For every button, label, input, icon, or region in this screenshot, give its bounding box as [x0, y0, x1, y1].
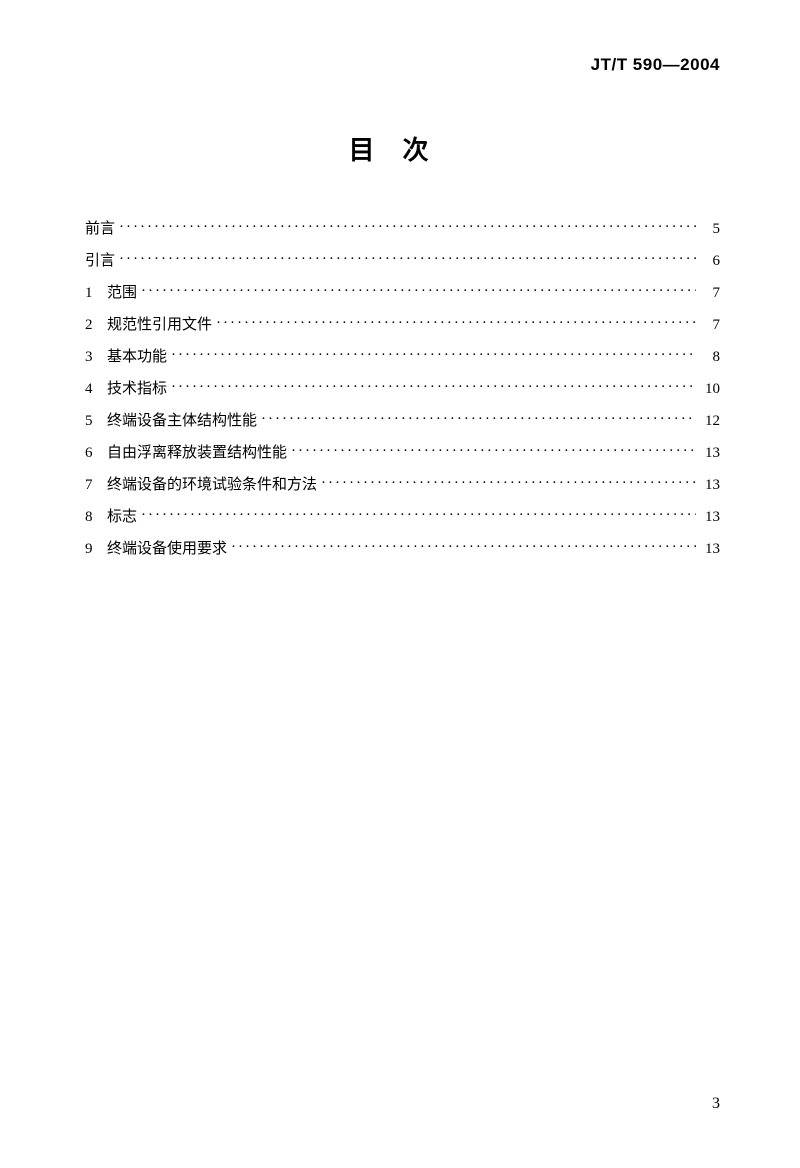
toc-number: 5 — [85, 409, 107, 433]
toc-page: 13 — [700, 505, 720, 529]
toc-page: 10 — [700, 377, 720, 401]
toc-leader-dots — [291, 439, 696, 463]
toc-label: 自由浮离释放装置结构性能 — [107, 441, 287, 465]
toc-entry: 1 范围 7 — [85, 281, 720, 305]
toc-page: 13 — [700, 537, 720, 561]
toc-entry: 9 终端设备使用要求 13 — [85, 537, 720, 561]
toc-leader-dots — [261, 407, 696, 431]
toc-page: 13 — [700, 473, 720, 497]
toc-page: 12 — [700, 409, 720, 433]
toc-label: 终端设备主体结构性能 — [107, 409, 257, 433]
toc-page: 6 — [700, 249, 720, 273]
toc-number: 4 — [85, 377, 107, 401]
toc-label: 终端设备的环境试验条件和方法 — [107, 473, 317, 497]
toc-entry: 4 技术指标 10 — [85, 377, 720, 401]
toc-entry: 5 终端设备主体结构性能 12 — [85, 409, 720, 433]
toc-label: 范围 — [107, 281, 137, 305]
toc-entry: 8 标志 13 — [85, 505, 720, 529]
toc-page: 13 — [700, 441, 720, 465]
toc-number: 1 — [85, 281, 107, 305]
toc-number: 9 — [85, 537, 107, 561]
toc-label: 标志 — [107, 505, 137, 529]
toc-leader-dots — [141, 279, 696, 303]
toc-page: 8 — [700, 345, 720, 369]
toc-number: 8 — [85, 505, 107, 529]
toc-number: 6 — [85, 441, 107, 465]
toc-label: 基本功能 — [107, 345, 167, 369]
toc-page: 7 — [700, 281, 720, 305]
page-container: JT/T 590—2004 目次 前言 5 引言 6 1 范围 7 2 规范性引… — [0, 0, 800, 1168]
toc-leader-dots — [216, 311, 696, 335]
toc-label: 技术指标 — [107, 377, 167, 401]
toc-entry: 前言 5 — [85, 217, 720, 241]
standard-code: JT/T 590—2004 — [85, 55, 720, 75]
toc-number: 3 — [85, 345, 107, 369]
toc-entry: 2 规范性引用文件 7 — [85, 313, 720, 337]
toc-entry: 3 基本功能 8 — [85, 345, 720, 369]
toc-leader-dots — [231, 535, 696, 559]
toc-label: 前言 — [85, 217, 115, 241]
toc-label: 终端设备使用要求 — [107, 537, 227, 561]
toc-leader-dots — [119, 247, 696, 271]
toc-leader-dots — [141, 503, 696, 527]
toc-entry: 7 终端设备的环境试验条件和方法 13 — [85, 473, 720, 497]
toc-number: 2 — [85, 313, 107, 337]
toc-label: 规范性引用文件 — [107, 313, 212, 337]
table-of-contents: 前言 5 引言 6 1 范围 7 2 规范性引用文件 7 3 基本功能 8 — [85, 217, 720, 561]
toc-leader-dots — [119, 215, 696, 239]
toc-page: 5 — [700, 217, 720, 241]
toc-leader-dots — [171, 375, 696, 399]
toc-entry: 6 自由浮离释放装置结构性能 13 — [85, 441, 720, 465]
toc-page: 7 — [700, 313, 720, 337]
toc-title: 目次 — [85, 130, 720, 167]
page-number: 3 — [712, 1095, 720, 1113]
toc-entry: 引言 6 — [85, 249, 720, 273]
toc-label: 引言 — [85, 249, 115, 273]
toc-leader-dots — [321, 471, 696, 495]
toc-leader-dots — [171, 343, 696, 367]
toc-number: 7 — [85, 473, 107, 497]
